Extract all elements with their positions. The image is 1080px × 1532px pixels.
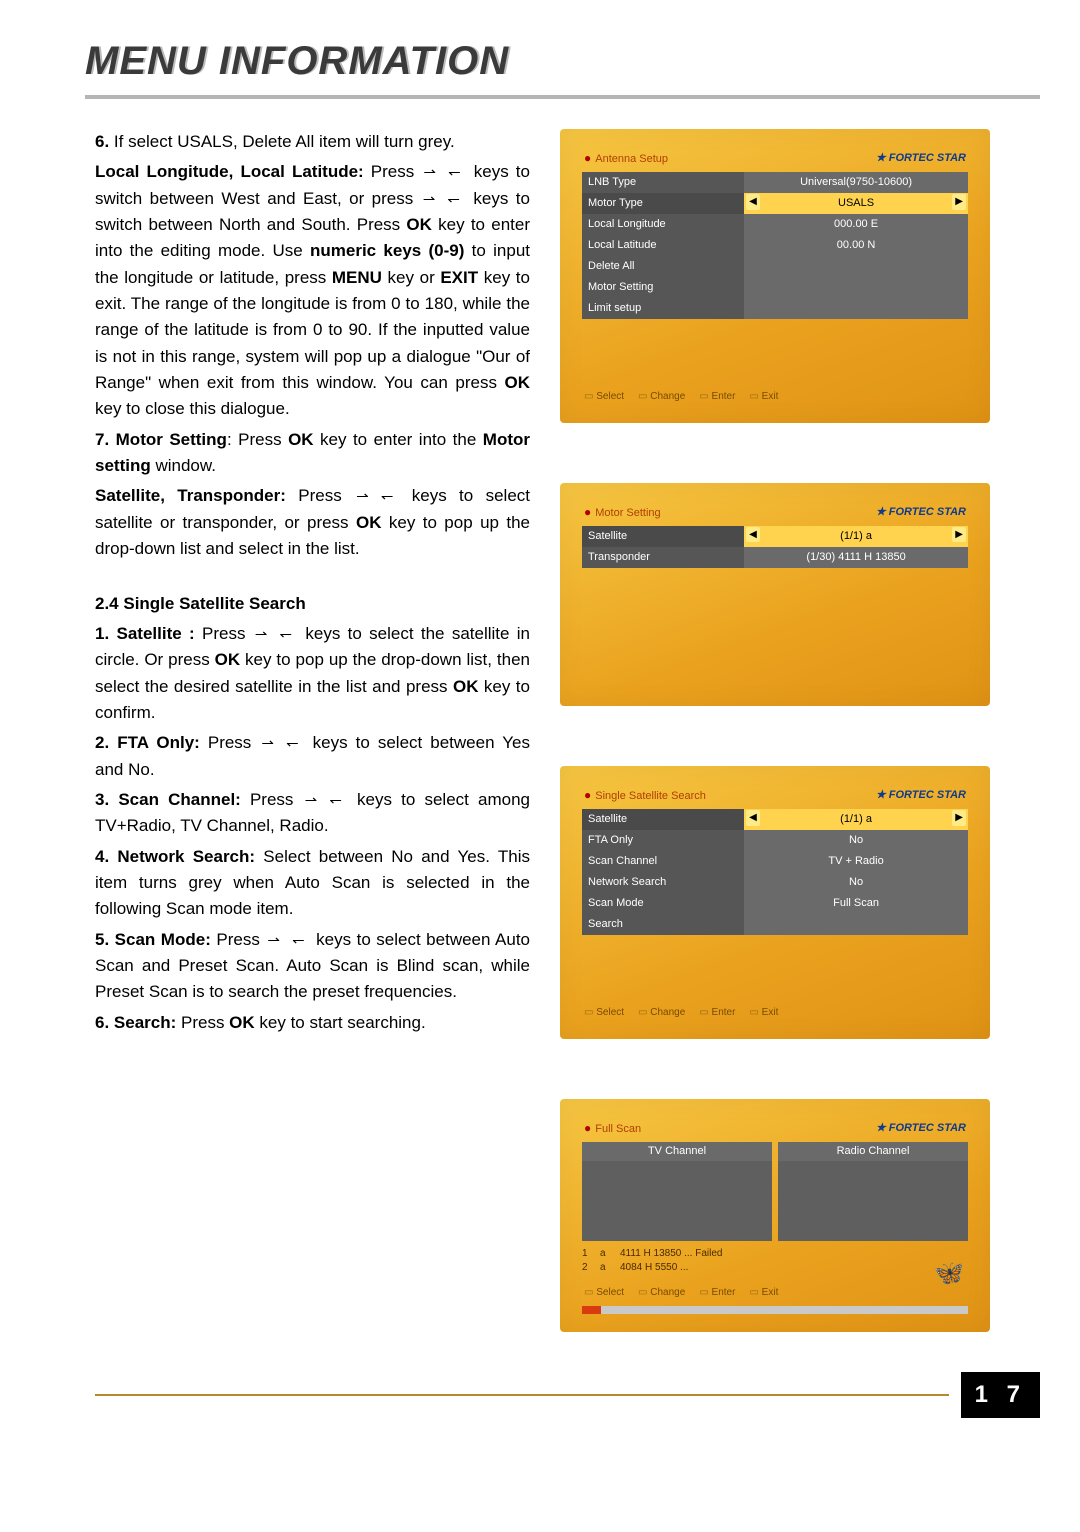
item-6-lead: 6. xyxy=(95,132,109,151)
menu-row: Network SearchNo xyxy=(582,872,968,893)
hint-exit: Exit xyxy=(749,1285,778,1301)
screenshot-footer: Select Change Enter Exit xyxy=(582,1285,968,1301)
hint-change: Change xyxy=(638,389,685,405)
ll-t1: Press xyxy=(364,162,422,181)
footer-rule xyxy=(95,1394,949,1396)
screenshot-single-search: ●Single Satellite Search FORTEC STAR Sat… xyxy=(560,766,990,1039)
hint-change: Change xyxy=(638,1285,685,1301)
p7-t1: : Press xyxy=(227,430,288,449)
scan-log: 1a4111 H 13850 ... Failed2a4084 H 5550 .… xyxy=(582,1247,968,1275)
s5-lead: 5. Scan Mode: xyxy=(95,930,211,949)
s1-lead: 1. Satellite : xyxy=(95,624,195,643)
menu-table-motor: Satellite◀(1/1) a▶Transponder(1/30) 4111… xyxy=(582,526,968,568)
s2-lead: 2. FTA Only: xyxy=(95,733,200,752)
section-2-4: 2.4 Single Satellite Search xyxy=(95,594,306,613)
menu-row: Search xyxy=(582,914,968,935)
brand-label: FORTEC STAR xyxy=(876,504,966,521)
ok-key: OK xyxy=(288,430,314,449)
numeric-keys: numeric keys (0-9) xyxy=(310,241,464,260)
item-6-text: If select USALS, Delete All item will tu… xyxy=(109,132,454,151)
ok-key: OK xyxy=(356,513,382,532)
local-lon-lat-label: Local Longitude, Local Latitude: xyxy=(95,162,364,181)
ll-t6: key or xyxy=(382,268,440,287)
ok-key: OK xyxy=(406,215,432,234)
hint-exit: Exit xyxy=(749,389,778,405)
menu-row: Satellite◀(1/1) a▶ xyxy=(582,526,968,547)
hint-exit: Exit xyxy=(749,1005,778,1021)
item-7-lead: 7. Motor Setting xyxy=(95,430,227,449)
p7-t2: key to enter into the xyxy=(314,430,483,449)
s3-t1: Press xyxy=(241,790,303,809)
arrow-keys-icon: ⇀ ↽ xyxy=(421,161,466,184)
arrow-keys-icon: ⇀ ↽ xyxy=(259,732,304,755)
hint-select: Select xyxy=(584,1005,624,1021)
hint-enter: Enter xyxy=(699,389,735,405)
menu-row: Transponder(1/30) 4111 H 13850 xyxy=(582,547,968,568)
menu-row: Limit setup xyxy=(582,298,968,319)
arrow-keys-icon: ⇀ ↽ xyxy=(354,485,399,508)
arrow-keys-icon: ⇀ ↽ xyxy=(303,789,348,812)
menu-key: MENU xyxy=(332,268,382,287)
menu-row: Scan ModeFull Scan xyxy=(582,893,968,914)
arrow-keys-icon: ⇀ ↽ xyxy=(253,623,298,646)
brand-label: FORTEC STAR xyxy=(876,150,966,167)
s6-lead: 6. Search: xyxy=(95,1013,176,1032)
hint-change: Change xyxy=(638,1005,685,1021)
exit-key: EXIT xyxy=(440,268,478,287)
screenshot-footer: Select Change Enter Exit xyxy=(582,389,968,405)
menu-row: Scan ChannelTV + Radio xyxy=(582,851,968,872)
menu-row: Motor Type◀USALS▶ xyxy=(582,193,968,214)
ok-key: OK xyxy=(505,373,531,392)
s5-t1: Press xyxy=(211,930,265,949)
crumb-single: Single Satellite Search xyxy=(595,790,706,802)
crumb-motor: Motor Setting xyxy=(595,507,660,519)
page-title: MENU INFORMATION xyxy=(85,30,1040,92)
ok-key: OK xyxy=(229,1013,255,1032)
ok-key: OK xyxy=(453,677,479,696)
menu-row: Delete All xyxy=(582,256,968,277)
crumb-antenna: Antenna Setup xyxy=(595,153,668,165)
brand-label: FORTEC STAR xyxy=(876,1120,966,1137)
sat-trans-label: Satellite, Transponder: xyxy=(95,486,286,505)
menu-row: Local Longitude000.00 E xyxy=(582,214,968,235)
crumb-fullscan: Full Scan xyxy=(595,1123,641,1135)
brand-label: FORTEC STAR xyxy=(876,787,966,804)
s6-t1: Press xyxy=(176,1013,229,1032)
s1-t1: Press xyxy=(202,624,253,643)
p7-t3: window. xyxy=(151,456,216,475)
screenshot-footer: Select Change Enter Exit xyxy=(582,1005,968,1021)
scan-progress xyxy=(582,1306,968,1314)
menu-row: LNB TypeUniversal(9750-10600) xyxy=(582,172,968,193)
ok-key: OK xyxy=(215,650,241,669)
screenshot-motor-setting: ●Motor Setting FORTEC STAR Satellite◀(1/… xyxy=(560,483,990,706)
menu-table-single: Satellite◀(1/1) a▶FTA OnlyNoScan Channel… xyxy=(582,809,968,935)
ll-t8: key to close this dialogue. xyxy=(95,399,290,418)
s6-t2: key to start searching. xyxy=(255,1013,426,1032)
menu-table-antenna: LNB TypeUniversal(9750-10600)Motor Type◀… xyxy=(582,172,968,319)
hint-enter: Enter xyxy=(699,1285,735,1301)
header-rule xyxy=(85,95,1040,99)
menu-row: Satellite◀(1/1) a▶ xyxy=(582,809,968,830)
menu-row: FTA OnlyNo xyxy=(582,830,968,851)
body-text: 6. If select USALS, Delete All item will… xyxy=(40,129,530,1332)
radio-channel-header: Radio Channel xyxy=(778,1142,968,1161)
s2-t1: Press xyxy=(200,733,260,752)
screenshot-full-scan: ●Full Scan FORTEC STAR TV Channel Radio … xyxy=(560,1099,990,1333)
screenshot-antenna-setup: ●Antenna Setup FORTEC STAR LNB TypeUnive… xyxy=(560,129,990,423)
hint-enter: Enter xyxy=(699,1005,735,1021)
tv-channel-header: TV Channel xyxy=(582,1142,772,1161)
s4-lead: 4. Network Search: xyxy=(95,847,255,866)
arrow-keys-icon: ⇀ ↽ xyxy=(421,188,466,211)
butterfly-icon: 🦋 xyxy=(934,1255,964,1292)
st-t1: Press xyxy=(286,486,354,505)
hint-select: Select xyxy=(584,389,624,405)
menu-row: Local Latitude00.00 N xyxy=(582,235,968,256)
hint-select: Select xyxy=(584,1285,624,1301)
s3-lead: 3. Scan Channel: xyxy=(95,790,241,809)
menu-row: Motor Setting xyxy=(582,277,968,298)
page-number: 1 7 xyxy=(961,1372,1040,1417)
arrow-keys-icon: ⇀ ↽ xyxy=(265,929,310,952)
